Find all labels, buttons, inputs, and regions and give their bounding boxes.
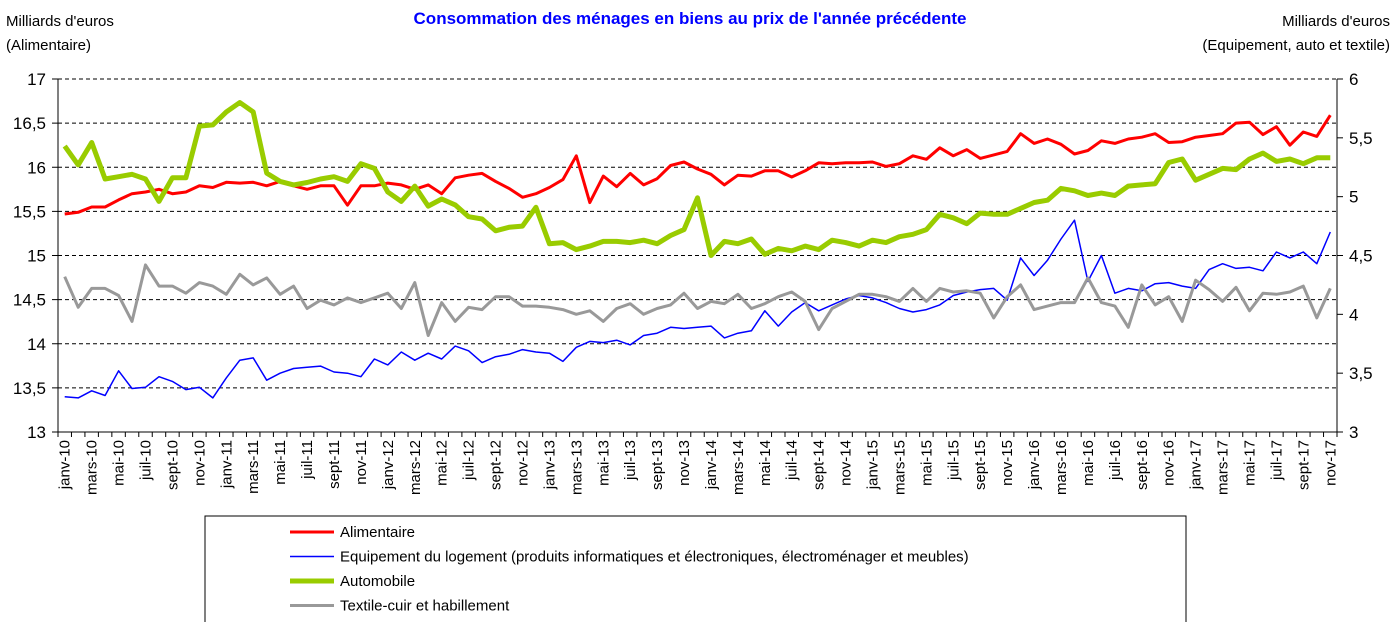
x-tick-label: sept-10 bbox=[164, 440, 181, 490]
series-line bbox=[63, 263, 1332, 337]
x-tick-label: juil-13 bbox=[622, 440, 639, 481]
x-tick-label: mars-14 bbox=[730, 440, 747, 495]
y-tick-label: 13,5 bbox=[13, 379, 46, 398]
x-tick-label: mars-15 bbox=[891, 440, 908, 495]
y2-tick-label: 5,5 bbox=[1349, 129, 1373, 148]
y2-tick-label: 3 bbox=[1349, 423, 1358, 442]
x-tick-label: mars-16 bbox=[1053, 440, 1070, 495]
x-tick-label: nov-15 bbox=[999, 440, 1016, 486]
chart-title: Consommation des ménages en biens au pri… bbox=[414, 9, 967, 28]
y2-tick-label: 4 bbox=[1349, 305, 1358, 324]
x-tick-label: janv-10 bbox=[57, 440, 74, 490]
legend bbox=[204, 515, 1187, 622]
series-line bbox=[64, 219, 1331, 399]
y2-axis-title: (Equipement, auto et textile) bbox=[1202, 37, 1390, 54]
y-tick-label: 16 bbox=[27, 158, 46, 177]
x-tick-label: janv-14 bbox=[703, 440, 720, 490]
y-tick-label: 15,5 bbox=[13, 202, 46, 221]
x-tick-label: sept-12 bbox=[488, 440, 505, 490]
x-tick-label: janv-12 bbox=[380, 440, 397, 490]
x-tick-label: sept-17 bbox=[1295, 440, 1312, 490]
x-tick-label: juil-16 bbox=[1107, 440, 1124, 481]
y2-tick-label: 3,5 bbox=[1349, 364, 1373, 383]
x-tick-label: janv-13 bbox=[541, 440, 558, 490]
x-tick-label: nov-10 bbox=[191, 440, 208, 486]
legend-label: Textile-cuir et habillement bbox=[340, 598, 510, 615]
x-tick-label: mars-11 bbox=[245, 440, 262, 494]
series-line bbox=[62, 100, 1331, 258]
legend-label: Alimentaire bbox=[340, 524, 415, 541]
x-tick-label: nov-13 bbox=[676, 440, 693, 486]
x-tick-label: nov-12 bbox=[514, 440, 531, 486]
legend-label: Equipement du logement (produits informa… bbox=[340, 549, 969, 566]
y2-tick-label: 6 bbox=[1349, 70, 1358, 89]
y-tick-label: 17 bbox=[27, 70, 46, 89]
x-tick-label: nov-11 bbox=[353, 440, 370, 485]
y2-axis-title: Milliards d'euros bbox=[1282, 13, 1390, 30]
x-tick-label: nov-14 bbox=[838, 440, 855, 486]
y-tick-label: 16,5 bbox=[13, 114, 46, 133]
x-tick-label: sept-11 bbox=[326, 440, 343, 489]
x-tick-label: janv-16 bbox=[1026, 440, 1043, 490]
x-tick-label: mai-16 bbox=[1080, 440, 1097, 486]
y2-tick-label: 5 bbox=[1349, 188, 1358, 207]
x-tick-label: sept-14 bbox=[811, 440, 828, 490]
x-tick-label: janv-15 bbox=[865, 440, 882, 490]
y-tick-label: 13 bbox=[27, 423, 46, 442]
x-tick-label: mars-13 bbox=[568, 440, 585, 495]
x-tick-label: janv-17 bbox=[1188, 440, 1205, 490]
y-tick-label: 15 bbox=[27, 247, 46, 266]
x-tick-label: juil-15 bbox=[945, 440, 962, 481]
x-tick-label: juil-14 bbox=[784, 440, 801, 481]
legend-label: Automobile bbox=[340, 573, 415, 590]
y-axis-title: Milliards d'euros bbox=[6, 13, 114, 30]
x-tick-label: nov-16 bbox=[1161, 440, 1178, 486]
x-tick-label: mars-12 bbox=[407, 440, 424, 495]
x-tick-label: mai-14 bbox=[757, 440, 774, 486]
y-tick-label: 14,5 bbox=[13, 291, 46, 310]
x-tick-label: mai-17 bbox=[1241, 440, 1258, 486]
x-tick-label: mai-13 bbox=[595, 440, 612, 486]
x-tick-label: juil-17 bbox=[1268, 440, 1285, 481]
y2-tick-label: 4,5 bbox=[1349, 247, 1373, 266]
x-tick-label: janv-11 bbox=[218, 440, 235, 489]
x-tick-label: mai-12 bbox=[434, 440, 451, 486]
x-tick-label: juil-10 bbox=[138, 440, 155, 481]
x-tick-label: mars-10 bbox=[84, 440, 101, 495]
x-tick-label: sept-15 bbox=[972, 440, 989, 490]
x-tick-label: sept-13 bbox=[649, 440, 666, 490]
y-tick-label: 14 bbox=[27, 335, 46, 354]
x-tick-label: juil-12 bbox=[461, 440, 478, 481]
x-tick-label: mai-11 bbox=[272, 440, 289, 485]
y-axis-title: (Alimentaire) bbox=[6, 37, 91, 54]
x-tick-label: mars-17 bbox=[1215, 440, 1232, 495]
x-tick-label: mai-15 bbox=[918, 440, 935, 486]
x-tick-label: juil-11 bbox=[299, 440, 316, 480]
x-tick-label: nov-17 bbox=[1322, 440, 1339, 486]
series-line bbox=[64, 114, 1332, 216]
x-tick-label: sept-16 bbox=[1134, 440, 1151, 490]
x-tick-label: mai-10 bbox=[111, 440, 128, 486]
